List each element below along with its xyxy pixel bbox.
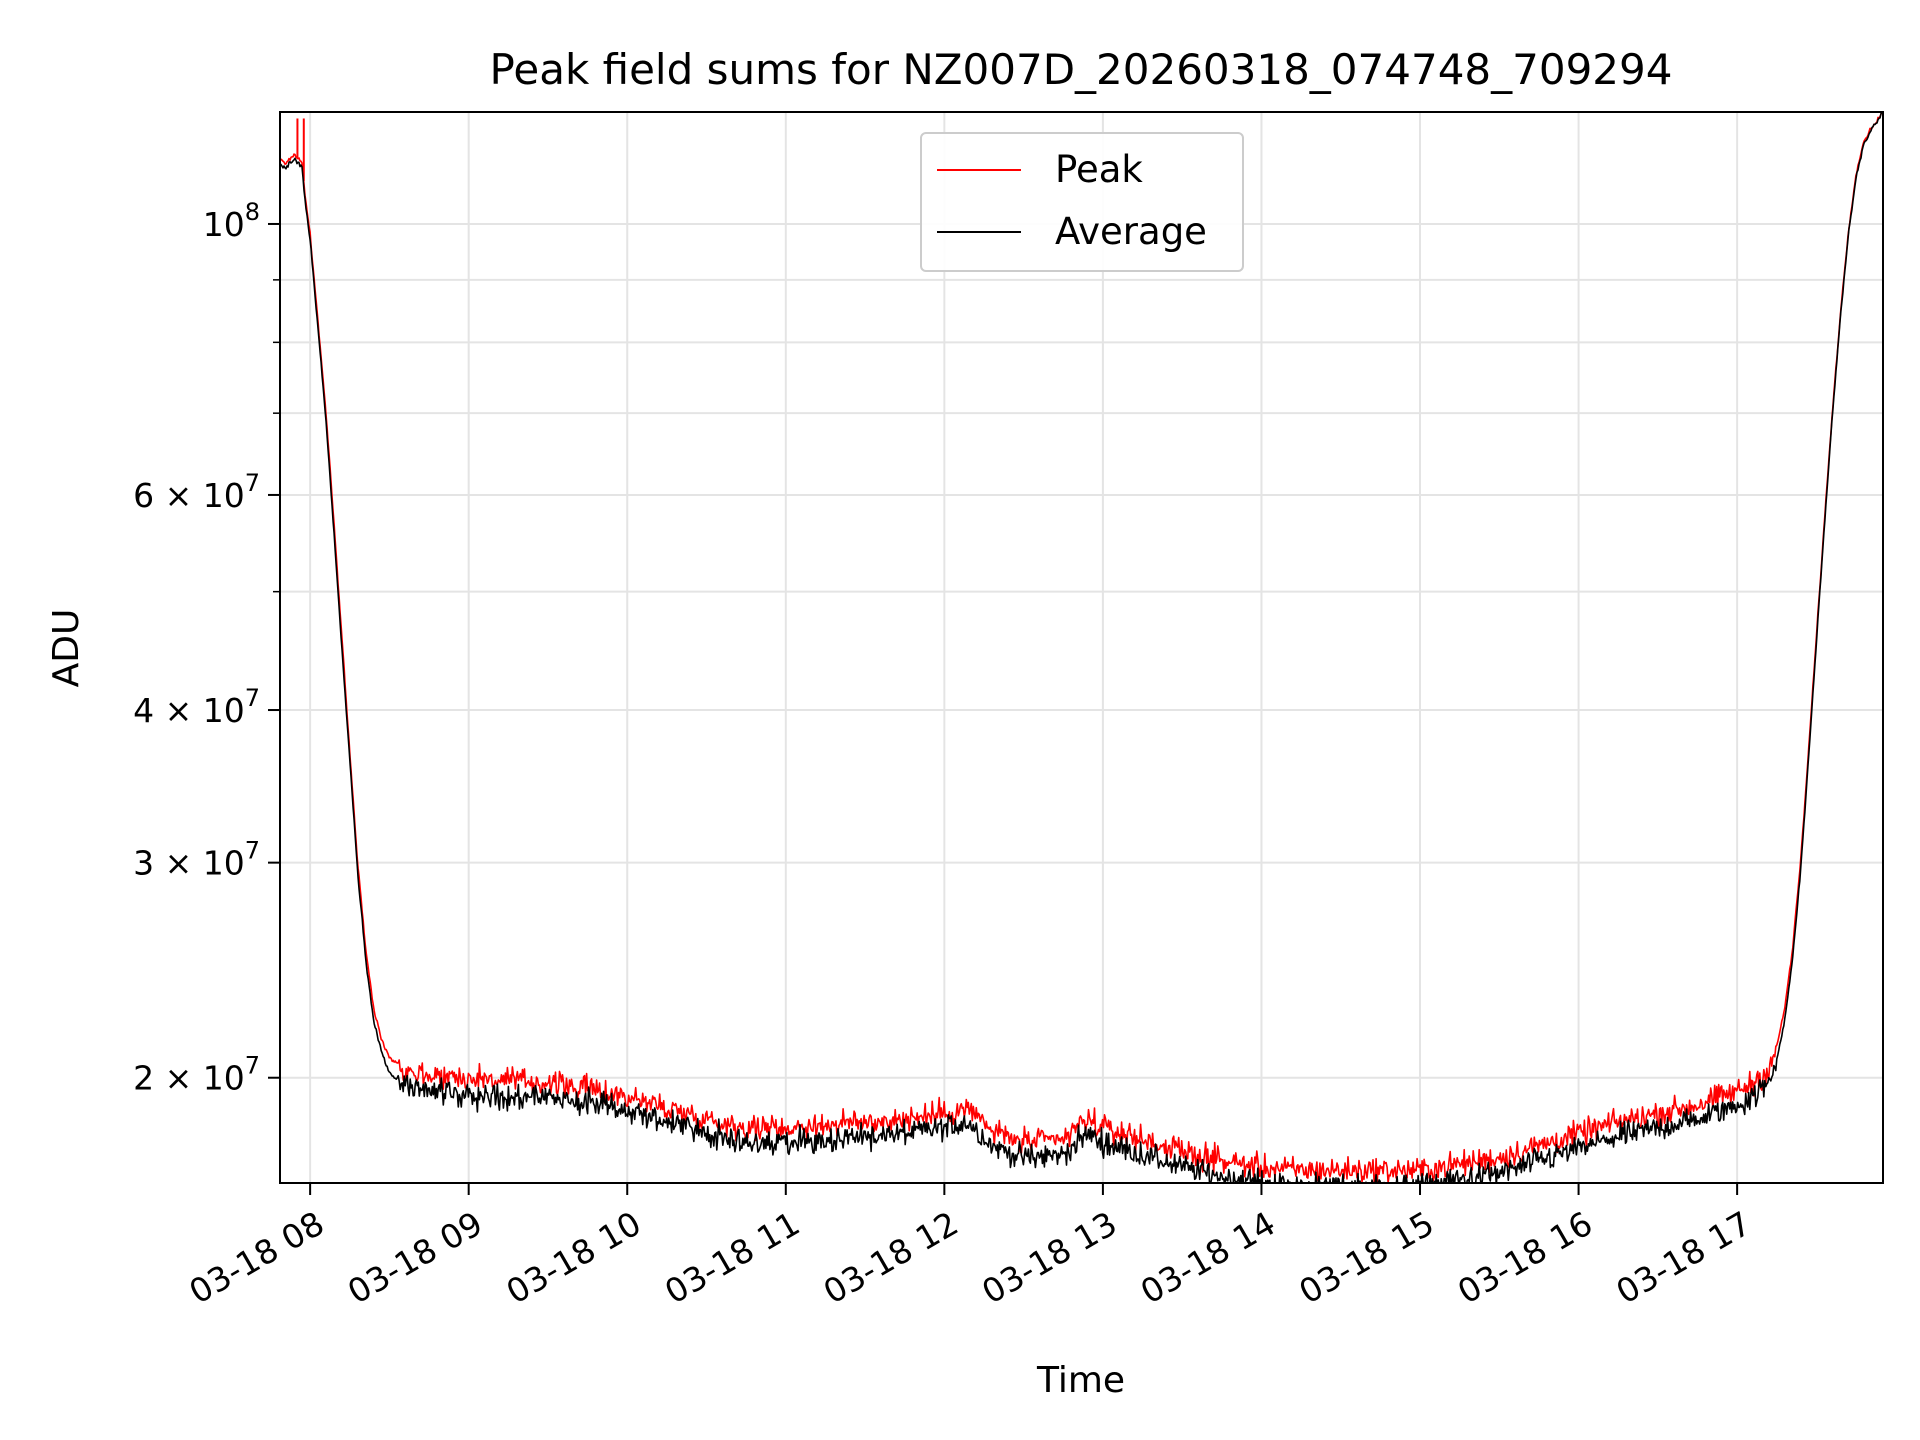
y-axis-label: ADU	[46, 609, 87, 688]
y-tick-exponent: 7	[245, 1052, 260, 1080]
y-tick-mantissa: 2 × 10	[133, 1059, 245, 1098]
y-tick-mantissa: 3 × 10	[133, 844, 245, 883]
y-tick-exponent: 7	[245, 469, 260, 497]
legend-box	[920, 132, 1244, 272]
y-tick-mantissa: 10	[203, 205, 245, 244]
x-axis-label: Time	[1036, 1360, 1125, 1401]
y-tick-mantissa: 4 × 10	[133, 691, 245, 730]
plot-frame	[279, 111, 1884, 1184]
series-line-average	[280, 112, 1883, 1183]
y-tick-exponent: 7	[245, 837, 260, 865]
y-tick-label: 4 × 107	[133, 684, 260, 730]
y-tick-label: 108	[203, 198, 260, 244]
legend: Peak Average	[920, 132, 1244, 272]
y-tick-exponent: 7	[245, 684, 260, 712]
legend-label-peak: Peak	[1055, 148, 1143, 191]
y-tick-exponent: 8	[245, 198, 260, 226]
y-tick-label: 2 × 107	[133, 1052, 260, 1098]
series-line-peak	[280, 112, 1883, 1183]
series-layer	[280, 112, 1883, 1183]
y-tick-mantissa: 6 × 10	[133, 476, 245, 515]
legend-label-average: Average	[1055, 210, 1207, 253]
y-tick-label: 3 × 107	[133, 837, 260, 883]
y-tick-label: 6 × 107	[133, 469, 260, 515]
chart-title: Peak field sums for NZ007D_20260318_0747…	[490, 45, 1673, 94]
